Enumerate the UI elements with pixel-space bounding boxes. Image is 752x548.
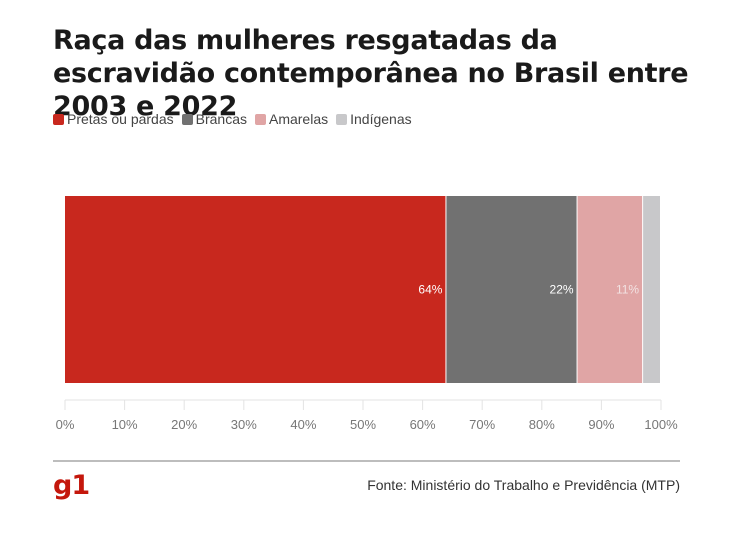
legend-label: Indígenas xyxy=(350,111,412,127)
x-tick-label: 30% xyxy=(231,417,257,432)
data-label: 11% xyxy=(616,283,639,297)
legend-swatch xyxy=(53,113,64,125)
g1-logo: g1 xyxy=(53,470,90,501)
footer-divider xyxy=(53,460,680,462)
bar-segment xyxy=(577,196,643,383)
legend-label: Amarelas xyxy=(268,111,329,127)
bar-segment xyxy=(643,196,660,383)
legend-swatch xyxy=(181,113,193,125)
legend-label: Brancas xyxy=(195,111,247,127)
x-tick-label: 10% xyxy=(112,417,138,432)
chart-title: Raça das mulheres resgatadas da escravid… xyxy=(53,25,689,122)
legend-item-amarelas: Amarelas xyxy=(254,111,329,127)
legend-swatch xyxy=(336,113,348,125)
x-tick-label: 50% xyxy=(350,417,376,432)
legend-swatch xyxy=(254,113,266,125)
legend-item-pretas-pardas: Pretas ou pardas xyxy=(53,111,174,127)
x-tick-label: 20% xyxy=(171,417,197,432)
x-tick-label: 40% xyxy=(290,417,316,432)
legend-label: Pretas ou pardas xyxy=(67,111,174,127)
legend-item-indigenas: Indígenas xyxy=(336,111,412,127)
x-tick-label: 0% xyxy=(56,417,75,432)
bar-segment xyxy=(65,196,446,383)
legend: Pretas ou pardas Brancas Amarelas Indíge… xyxy=(53,111,412,127)
data-label: 64% xyxy=(418,283,442,297)
x-tick-label: 100% xyxy=(644,417,678,432)
x-tick-label: 90% xyxy=(588,417,614,432)
x-tick-label: 60% xyxy=(410,417,436,432)
legend-item-brancas: Brancas xyxy=(181,111,247,127)
data-label: 22% xyxy=(550,283,574,297)
bar-segment xyxy=(446,196,577,383)
x-tick-label: 70% xyxy=(469,417,495,432)
source-note: Fonte: Ministério do Trabalho e Previdên… xyxy=(367,477,680,493)
x-tick-label: 80% xyxy=(529,417,555,432)
